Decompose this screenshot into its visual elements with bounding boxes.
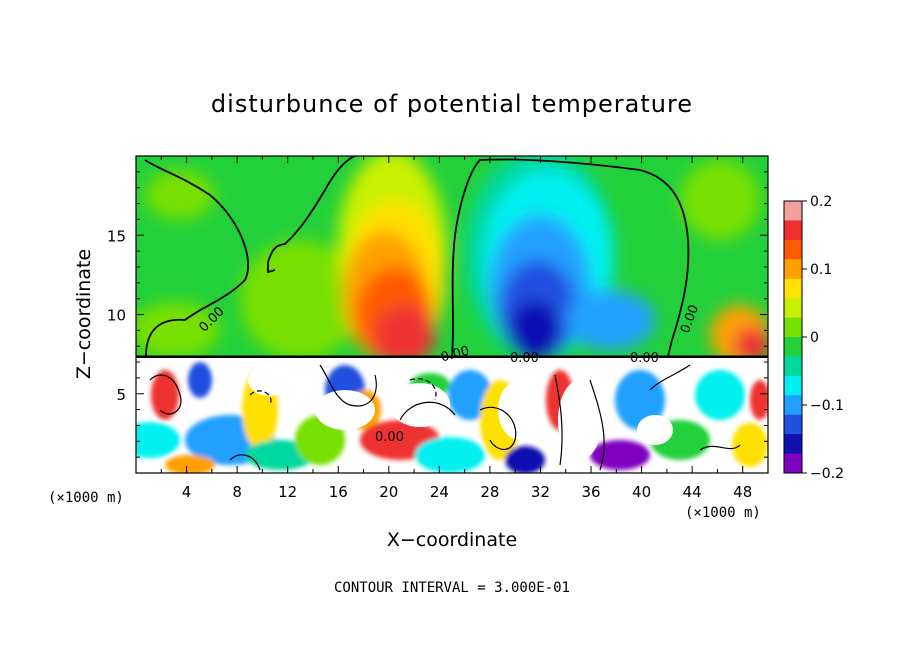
contour-interval: CONTOUR INTERVAL = 3.000E-01	[334, 580, 570, 596]
y-axis-label: Z−coordinate	[73, 249, 95, 379]
x-tick-label: 24	[430, 483, 449, 501]
x-tick-label: 8	[232, 483, 242, 501]
x-axis-label: X−coordinate	[387, 529, 517, 551]
colorbar-swatch	[784, 201, 802, 221]
x-tick-label: 12	[278, 483, 297, 501]
colorbar-tick-label: 0.1	[810, 262, 832, 278]
colorbar-swatch	[784, 356, 802, 377]
upper-field: 0.00 0.00	[136, 156, 768, 356]
colorbar-swatch	[784, 259, 802, 280]
x-tick-label: 48	[733, 483, 752, 501]
colorbar-tick-label: −0.2	[810, 466, 844, 482]
chart-title: disturbunce of potential temperature	[211, 90, 693, 118]
x-axis: 4 8 12 16 20 24 28 32 36 40 44 48	[160, 156, 752, 501]
colorbar-tick-label: 0	[810, 330, 819, 346]
contour-label: 0.00	[439, 344, 471, 366]
colorbar-swatch	[784, 375, 802, 396]
contour-label: 0.00	[510, 351, 539, 366]
colorbar-swatch	[784, 434, 802, 455]
colorbar-tick-label: 0.2	[810, 194, 832, 210]
contour-label: 0.00	[375, 430, 404, 445]
lower-field: 0.00	[136, 358, 768, 473]
x-unit-right: (×1000 m)	[685, 505, 761, 521]
colorbar-swatch	[784, 337, 802, 357]
y-axis: 5 10 15	[107, 171, 768, 458]
contour-label: 0.00	[630, 351, 659, 366]
x-unit-left: (×1000 m)	[48, 490, 124, 506]
colorbar-swatch	[784, 278, 802, 299]
y-tick-label: 15	[107, 227, 126, 245]
colorbar-swatch	[784, 453, 802, 474]
y-tick-label: 5	[116, 386, 126, 404]
x-tick-label: 16	[329, 483, 348, 501]
x-tick-label: 28	[480, 483, 499, 501]
x-tick-label: 44	[683, 483, 702, 501]
colorbar-tick-label: −0.1	[810, 398, 844, 414]
x-tick-label: 40	[632, 483, 651, 501]
x-tick-label: 4	[182, 483, 192, 501]
colorbar-swatch	[784, 220, 802, 241]
colorbar-swatch	[784, 239, 802, 260]
colorbar-swatch	[784, 298, 802, 319]
y-tick-label: 10	[107, 307, 126, 325]
colorbar: 0.2 0.1 0 −0.1 −0.2	[783, 194, 844, 482]
colorbar-swatch	[784, 414, 802, 435]
colorbar-swatch	[784, 317, 802, 338]
colorbar-swatch	[784, 395, 802, 416]
x-tick-label: 36	[581, 483, 600, 501]
x-tick-label: 32	[531, 483, 550, 501]
x-tick-label: 20	[379, 483, 398, 501]
